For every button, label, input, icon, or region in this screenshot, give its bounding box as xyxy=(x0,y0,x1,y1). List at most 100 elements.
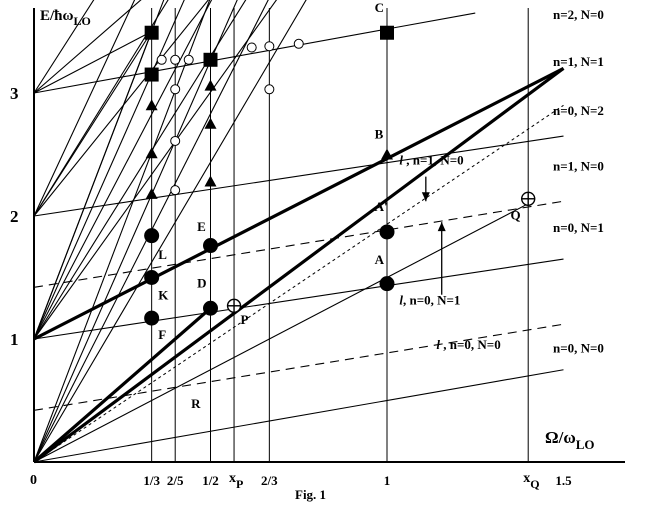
x-symbol-tick-label: xQ xyxy=(523,471,539,491)
line-annotation-text: , n=1, N=0 xyxy=(403,152,464,167)
dispersion-line xyxy=(33,135,564,217)
line-annotation-symbol: l xyxy=(399,293,403,308)
filled-circle-marker xyxy=(144,228,160,244)
filled-circle-marker xyxy=(379,224,395,240)
x-symbol-tick-main: x xyxy=(523,471,530,486)
open-circle-marker xyxy=(156,54,167,65)
dispersion-lines xyxy=(32,0,565,464)
branch-label: n=2, N=0 xyxy=(553,7,604,22)
triangle-marker xyxy=(204,79,217,91)
branch-label: n=0, N=0 xyxy=(553,341,604,356)
chart-text: E/ħωLO Ω/ωLO 0 Fig. 1 1/3 2/5 1/2 2/3 1 1.5xP… xyxy=(10,0,604,502)
open-circle-marker xyxy=(170,84,181,95)
point-label: D xyxy=(197,275,206,290)
dispersion-line xyxy=(33,0,278,340)
data-markers xyxy=(144,25,536,326)
dashed-line xyxy=(33,200,564,288)
triangle-marker xyxy=(145,187,158,199)
x-tick-label: 1/2 xyxy=(202,473,219,488)
y-tick-label: 1 xyxy=(10,330,19,349)
line-annotation-symbol: l xyxy=(399,152,403,167)
open-circle-marker xyxy=(170,135,181,146)
thick-line xyxy=(33,66,565,341)
figure-caption: Fig. 1 xyxy=(295,487,326,502)
dispersion-line xyxy=(33,0,238,463)
dispersion-line xyxy=(33,0,307,463)
y-tick-label: 3 xyxy=(10,84,19,103)
square-marker xyxy=(380,25,394,40)
filled-circle-marker xyxy=(144,310,160,326)
x-tick-label: 1.5 xyxy=(555,473,572,488)
x-axis-label: Ω/ωLO xyxy=(545,428,595,452)
x-axis-label-sub: LO xyxy=(576,437,595,452)
dispersion-line xyxy=(33,0,247,340)
line-annotation: l , n=0, N=0 xyxy=(436,337,500,352)
dispersion-line xyxy=(33,31,152,94)
point-label: K xyxy=(158,288,169,303)
point-label: R xyxy=(191,396,201,411)
dispersion-line xyxy=(33,0,136,217)
open-circle-marker xyxy=(170,54,181,65)
dispersion-line xyxy=(33,203,529,463)
point-label: Q xyxy=(511,208,521,223)
dispersion-line xyxy=(33,0,209,217)
branch-label: n=1, N=1 xyxy=(553,54,604,69)
crossed-circle-marker xyxy=(521,191,536,206)
dotted-line xyxy=(33,104,564,463)
origin-label: 0 xyxy=(30,473,37,488)
y-axis-label-sub: LO xyxy=(73,14,90,28)
y-tick-label: 2 xyxy=(10,207,19,226)
dispersion-line xyxy=(33,0,165,340)
dispersion-line xyxy=(33,12,476,94)
annotation-arrowhead xyxy=(421,192,430,202)
open-circle-marker xyxy=(293,38,304,49)
open-circle-marker xyxy=(183,54,194,65)
filled-circle-marker xyxy=(379,276,395,292)
line-annotation-text: , n=0, N=0 xyxy=(440,337,501,352)
dispersion-line xyxy=(33,0,211,463)
dispersion-line xyxy=(33,258,564,340)
filled-circle-marker xyxy=(203,238,218,254)
square-marker xyxy=(144,25,159,40)
x-tick-label: 1/3 xyxy=(143,473,160,488)
dispersion-line xyxy=(33,0,95,94)
filled-circle-marker xyxy=(144,270,160,285)
open-circle-marker xyxy=(170,185,181,196)
dispersion-line xyxy=(33,0,213,340)
triangle-marker xyxy=(145,99,158,111)
line-annotation-text: , n=0, N=1 xyxy=(403,293,460,308)
triangle-marker xyxy=(204,175,217,187)
square-marker xyxy=(203,52,218,67)
x-tick-label: 2/5 xyxy=(167,473,184,488)
x-symbol-tick-label: xP xyxy=(229,471,243,491)
thick-line xyxy=(33,67,565,464)
branch-label: n=0, N=1 xyxy=(553,220,604,235)
point-label: B xyxy=(375,127,384,142)
x-symbol-tick-main: x xyxy=(229,471,236,486)
dispersion-line xyxy=(33,0,142,94)
dispersion-line xyxy=(33,369,564,463)
point-label: A xyxy=(375,252,385,267)
point-label: A' xyxy=(375,199,388,214)
open-circle-marker xyxy=(264,84,275,95)
open-circle-marker xyxy=(246,42,257,53)
annotation-arrowhead xyxy=(437,222,446,232)
line-annotation: l , n=1, N=0 xyxy=(399,152,463,167)
crossed-circle-marker xyxy=(226,298,242,313)
open-circle-marker xyxy=(264,41,275,52)
dispersion-line xyxy=(33,0,185,340)
axes xyxy=(33,8,625,463)
y-axis-label: E/ħωLO xyxy=(40,8,91,28)
line-annotation-symbol: l xyxy=(436,337,440,352)
point-label: E xyxy=(197,219,206,234)
branch-label: n=0, N=2 xyxy=(553,103,604,118)
x-tick-label: 1 xyxy=(384,473,391,488)
square-marker xyxy=(144,67,159,82)
thick-line xyxy=(32,307,212,464)
line-annotation: l, n=0, N=1 xyxy=(399,293,460,308)
triangle-marker xyxy=(145,147,158,159)
point-label: C xyxy=(375,0,384,15)
branch-label: n=1, N=0 xyxy=(553,158,604,173)
